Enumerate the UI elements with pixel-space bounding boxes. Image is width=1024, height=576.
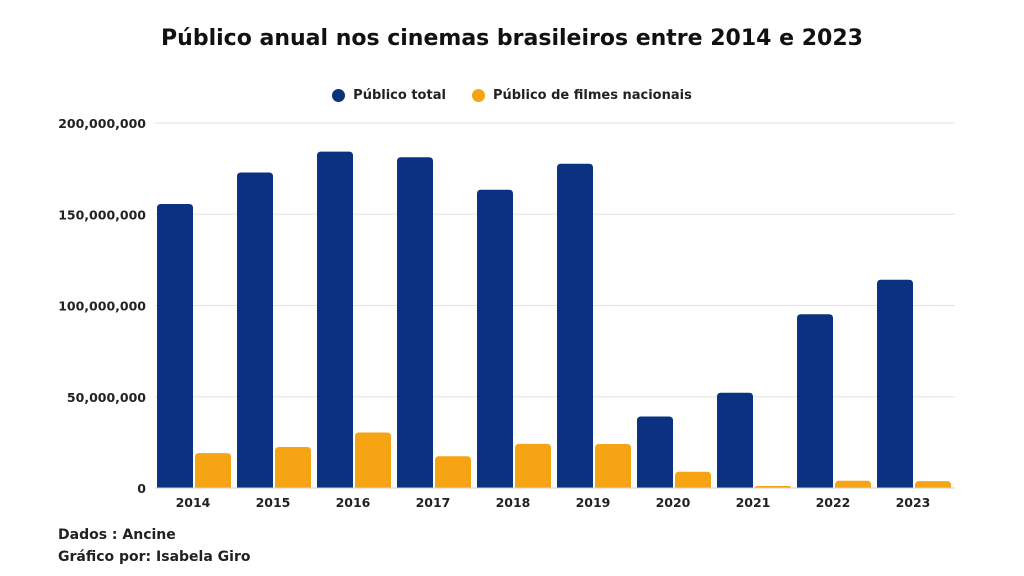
bar-publico-total [557, 163, 593, 488]
bar-publico-nacionais [755, 485, 791, 488]
bar-publico-total [797, 314, 833, 488]
legend-marker-total [332, 89, 346, 102]
bar-publico-total [717, 392, 753, 488]
bar-publico-total [637, 416, 673, 488]
bar-publico-total [477, 189, 513, 489]
bar-publico-total [237, 172, 273, 488]
bar-publico-nacionais [195, 453, 231, 488]
bar-publico-nacionais [515, 443, 551, 488]
x-tick-label: 2015 [256, 495, 291, 510]
chart-footer: Dados : Ancine Gráfico por: Isabela Giro [58, 524, 250, 568]
x-tick-label: 2021 [736, 495, 771, 510]
bar-publico-nacionais [835, 480, 871, 488]
y-tick-label: 200,000,000 [58, 116, 146, 131]
x-tick-label: 2018 [496, 495, 531, 510]
bar-publico-nacionais [915, 481, 951, 488]
chart-credit: Gráfico por: Isabela Giro [58, 549, 251, 565]
x-tick-label: 2020 [656, 495, 691, 510]
legend-label-total: Público total [353, 88, 446, 103]
data-source: Dados : Ancine [58, 527, 176, 543]
x-tick-label: 2014 [176, 495, 211, 510]
bar-publico-total [397, 157, 433, 488]
x-tick-label: 2019 [576, 495, 611, 510]
x-tick-label: 2023 [896, 495, 931, 510]
bar-publico-nacionais [355, 432, 391, 488]
y-tick-label: 0 [137, 481, 146, 496]
legend-label-nacionais: Público de filmes nacionais [492, 88, 692, 103]
bar-publico-total [317, 151, 353, 488]
bar-publico-total [877, 279, 913, 488]
y-tick-label: 100,000,000 [58, 299, 146, 314]
y-tick-label: 150,000,000 [58, 207, 146, 222]
bar-publico-nacionais [275, 446, 311, 488]
legend-item-total: Público total [332, 88, 446, 103]
bar-publico-total [157, 204, 193, 488]
x-tick-label: 2022 [816, 495, 851, 510]
x-tick-label: 2016 [336, 495, 371, 510]
legend-marker-nacionais [471, 89, 485, 102]
legend-item-nacionais: Público de filmes nacionais [471, 88, 692, 103]
chart-legend: Público total Público de filmes nacionai… [0, 88, 1024, 103]
bar-publico-nacionais [595, 444, 631, 488]
bar-publico-nacionais [435, 456, 471, 488]
x-tick-label: 2017 [416, 495, 451, 510]
y-tick-label: 50,000,000 [67, 390, 146, 405]
bar-publico-nacionais [675, 471, 711, 488]
chart-title: Público anual nos cinemas brasileiros en… [161, 26, 863, 51]
